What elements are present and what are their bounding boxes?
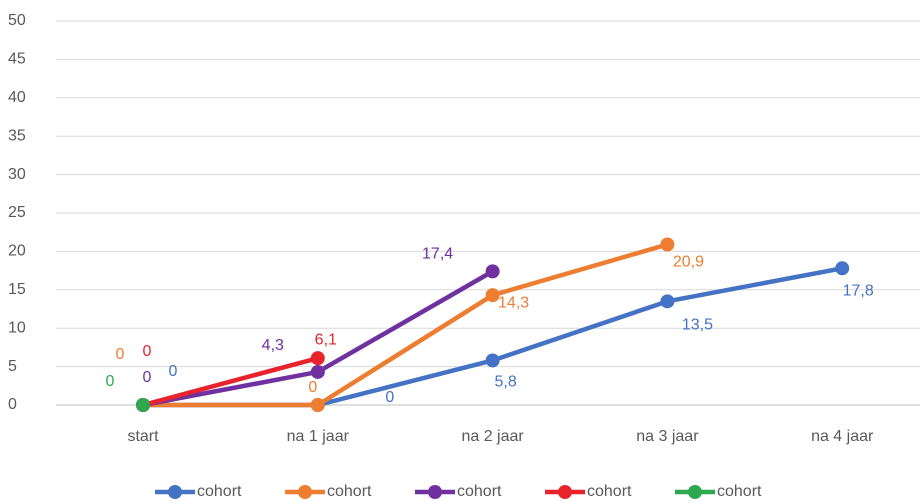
data-label: 5,8 xyxy=(494,374,516,391)
x-tick-label: na 1 jaar xyxy=(287,428,350,445)
data-point xyxy=(835,261,850,276)
legend-label: cohort xyxy=(587,483,632,500)
x-tick-label: na 2 jaar xyxy=(461,428,524,445)
data-label: 13,5 xyxy=(682,317,713,334)
y-tick-label: 35 xyxy=(8,127,26,144)
data-label: 0 xyxy=(143,369,152,386)
y-tick-label: 10 xyxy=(8,319,26,336)
legend-marker xyxy=(168,485,182,499)
data-point xyxy=(310,351,325,366)
y-tick-label: 40 xyxy=(8,89,26,106)
x-tick-label: na 4 jaar xyxy=(811,428,874,445)
y-tick-label: 45 xyxy=(8,51,26,68)
data-label: 0 xyxy=(169,363,178,380)
y-tick-label: 15 xyxy=(8,281,26,298)
data-label: 0 xyxy=(385,389,394,406)
legend-label: cohort xyxy=(327,483,372,500)
legend-marker xyxy=(298,485,312,499)
legend-label: cohort xyxy=(717,483,762,500)
data-point xyxy=(485,353,500,368)
data-point xyxy=(660,294,675,309)
series-line xyxy=(140,355,321,408)
data-label: 0 xyxy=(106,373,115,390)
data-label: 14,3 xyxy=(498,294,529,311)
y-tick-label: 5 xyxy=(8,358,17,375)
x-tick-label: na 3 jaar xyxy=(636,428,699,445)
legend-label: cohort xyxy=(197,483,242,500)
data-point xyxy=(485,288,500,303)
data-label: 0 xyxy=(143,343,152,360)
data-label: 4,3 xyxy=(262,337,284,354)
y-tick-label: 50 xyxy=(8,12,26,29)
x-tick-label: start xyxy=(127,428,159,445)
legend-marker xyxy=(688,485,702,499)
data-label: 17,4 xyxy=(422,246,453,263)
data-label: 6,1 xyxy=(315,331,337,348)
data-label: 20,9 xyxy=(673,254,704,271)
data-point xyxy=(660,237,675,252)
legend-label: cohort xyxy=(457,483,502,500)
data-point xyxy=(485,264,500,279)
y-tick-label: 25 xyxy=(8,204,26,221)
legend-marker xyxy=(558,485,572,499)
data-point xyxy=(310,364,325,379)
data-label: 0 xyxy=(116,346,125,363)
y-tick-label: 20 xyxy=(8,243,26,260)
y-tick-label: 0 xyxy=(8,396,17,413)
legend-marker xyxy=(428,485,442,499)
data-label: 17,8 xyxy=(843,283,874,300)
y-tick-label: 30 xyxy=(8,166,26,183)
series-line xyxy=(140,242,670,408)
data-label: 0 xyxy=(308,379,317,396)
data-point xyxy=(310,398,325,412)
data-point xyxy=(136,398,150,412)
